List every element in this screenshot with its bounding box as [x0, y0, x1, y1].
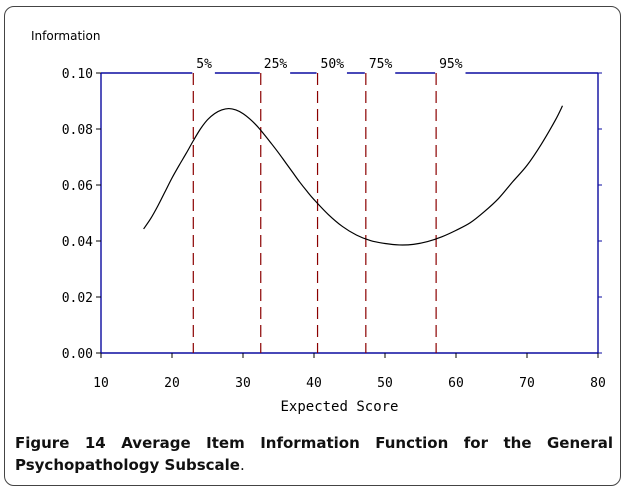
figure-frame: [4, 6, 621, 486]
caption-title: Average Item Information Function for th…: [15, 434, 613, 474]
y-tick-label-1: 0.02: [62, 291, 93, 306]
percentile-label-3: 75%: [369, 57, 393, 72]
y-tick-label-3: 0.06: [62, 179, 93, 194]
x-axis-title: Expected Score: [280, 399, 398, 415]
x-tick-label-1: 20: [164, 376, 180, 391]
percentile-lines: 5% 25% 50% 75% 95%: [192, 57, 463, 353]
percentile-label-1: 25%: [264, 57, 288, 72]
x-tick-label-5: 60: [448, 376, 464, 391]
x-tick-label-7: 80: [590, 376, 606, 391]
y-axis-title: Information: [31, 29, 100, 43]
information-curve: [143, 105, 564, 246]
y-tick-label-4: 0.08: [62, 123, 93, 138]
chart: Information 0.00 0.02 0.04 0.06 0.08 0.10 10 2…: [31, 29, 606, 415]
x-axis-ticks: 10 20 30 40 50 60 70 80: [93, 353, 606, 391]
y-axis-ticks: 0.00 0.02 0.04 0.06 0.08 0.10: [62, 67, 602, 362]
x-tick-label-6: 70: [519, 376, 535, 391]
percentile-label-0: 5%: [196, 57, 212, 72]
y-tick-label-5: 0.10: [62, 67, 93, 82]
y-tick-label-2: 0.04: [62, 235, 93, 250]
x-tick-label-4: 50: [377, 376, 393, 391]
figure-caption: Figure 14 Average Item Information Funct…: [15, 432, 613, 476]
x-tick-label-3: 40: [306, 376, 322, 391]
caption-end: .: [240, 456, 245, 474]
x-tick-label-2: 30: [235, 376, 251, 391]
y-tick-label-0: 0.00: [62, 347, 93, 362]
caption-label: Figure 14: [15, 434, 106, 452]
percentile-label-2: 50%: [321, 57, 345, 72]
plot-frame: [100, 72, 599, 354]
percentile-label-4: 95%: [439, 57, 463, 72]
x-tick-label-0: 10: [93, 376, 109, 391]
